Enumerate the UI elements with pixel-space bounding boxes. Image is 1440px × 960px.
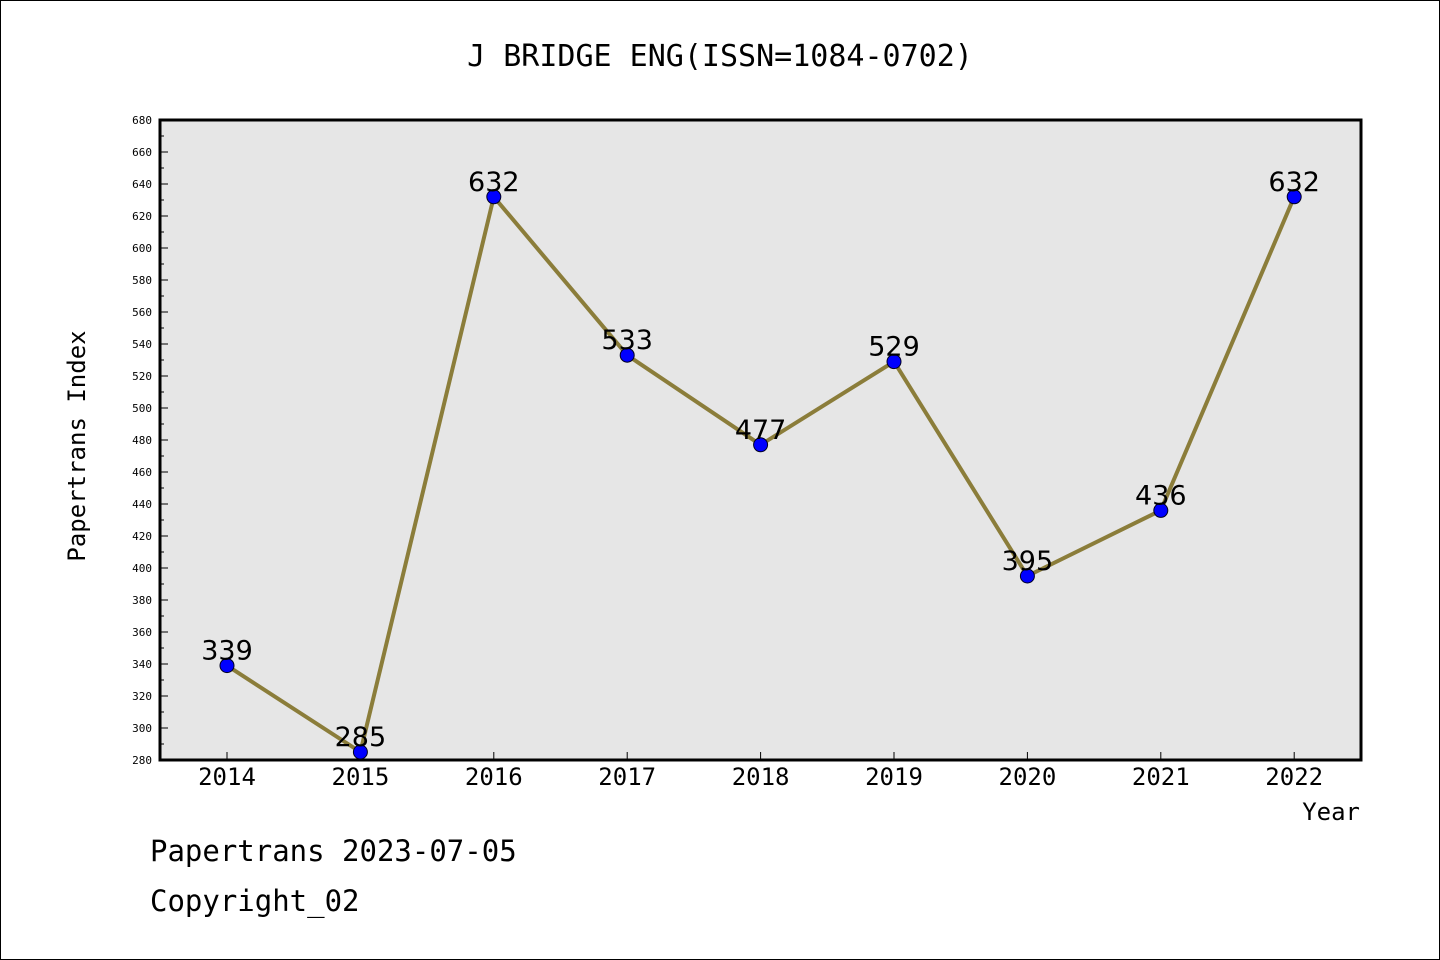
data-labels: 339 285 632 533 477 529 395 436 632	[201, 167, 1320, 753]
x-tick-label: 2022	[1265, 763, 1323, 791]
y-tick-label: 340	[132, 658, 152, 671]
data-value-label: 477	[735, 415, 787, 446]
y-tick-label: 540	[132, 338, 152, 351]
data-value-label: 632	[468, 167, 520, 198]
y-tick-label: 600	[132, 242, 152, 255]
footer-copyright: Copyright_02	[150, 884, 360, 918]
x-tick-label: 2017	[598, 763, 656, 791]
data-point-marker	[753, 437, 769, 453]
data-value-label: 436	[1135, 480, 1187, 511]
data-value-label: 533	[601, 325, 653, 356]
y-tick-label: 440	[132, 498, 152, 511]
y-tick-label: 320	[132, 690, 152, 703]
data-value-label: 529	[868, 332, 920, 363]
x-tick-label: 2018	[732, 763, 790, 791]
y-axis-label: Papertrans Index	[63, 330, 91, 561]
data-value-label: 395	[1002, 546, 1054, 577]
x-tick-label: 2014	[198, 763, 256, 791]
data-point-marker	[486, 189, 502, 205]
chart-title: J BRIDGE ENG(ISSN=1084-0702)	[467, 39, 973, 74]
x-tick-label: 2015	[332, 763, 390, 791]
y-tick-label: 300	[132, 722, 152, 735]
y-tick-label: 380	[132, 594, 152, 607]
y-tick-label: 560	[132, 306, 152, 319]
y-tick-label: 420	[132, 530, 152, 543]
data-point-marker	[1286, 189, 1302, 205]
y-tick-label: 460	[132, 466, 152, 479]
y-tick-label: 520	[132, 370, 152, 383]
x-tick-label: 2016	[465, 763, 523, 791]
y-axis-ticks: 280 300 320 340 360 380 400 420 440 460 480 500 520 5…	[132, 114, 168, 767]
x-axis-ticks: 2014 2015 2016 2017 2018 2019 2020 2021 2022	[198, 752, 1323, 791]
data-value-label: 285	[335, 722, 387, 753]
data-point-marker	[619, 347, 635, 363]
data-point-marker	[886, 354, 902, 370]
y-tick-label: 400	[132, 562, 152, 575]
y-tick-label: 640	[132, 178, 152, 191]
y-tick-label: 480	[132, 434, 152, 447]
y-tick-label: 500	[132, 402, 152, 415]
y-tick-label: 580	[132, 274, 152, 287]
x-tick-label: 2020	[999, 763, 1057, 791]
plot-area	[158, 118, 1363, 762]
x-tick-label: 2019	[865, 763, 923, 791]
footer-date: Papertrans 2023-07-05	[150, 834, 517, 868]
x-axis-label: Year	[1302, 798, 1360, 826]
y-tick-label: 680	[132, 114, 152, 127]
data-value-label: 339	[201, 636, 253, 667]
data-point-marker	[1019, 568, 1035, 584]
data-point-marker	[219, 658, 235, 674]
data-value-label: 632	[1268, 167, 1320, 198]
y-tick-label: 360	[132, 626, 152, 639]
y-tick-label: 660	[132, 146, 152, 159]
y-tick-label: 280	[132, 754, 152, 767]
data-points	[219, 189, 1302, 760]
x-tick-label: 2021	[1132, 763, 1190, 791]
data-point-marker	[352, 744, 368, 760]
y-tick-label: 620	[132, 210, 152, 223]
data-point-marker	[1153, 502, 1169, 518]
